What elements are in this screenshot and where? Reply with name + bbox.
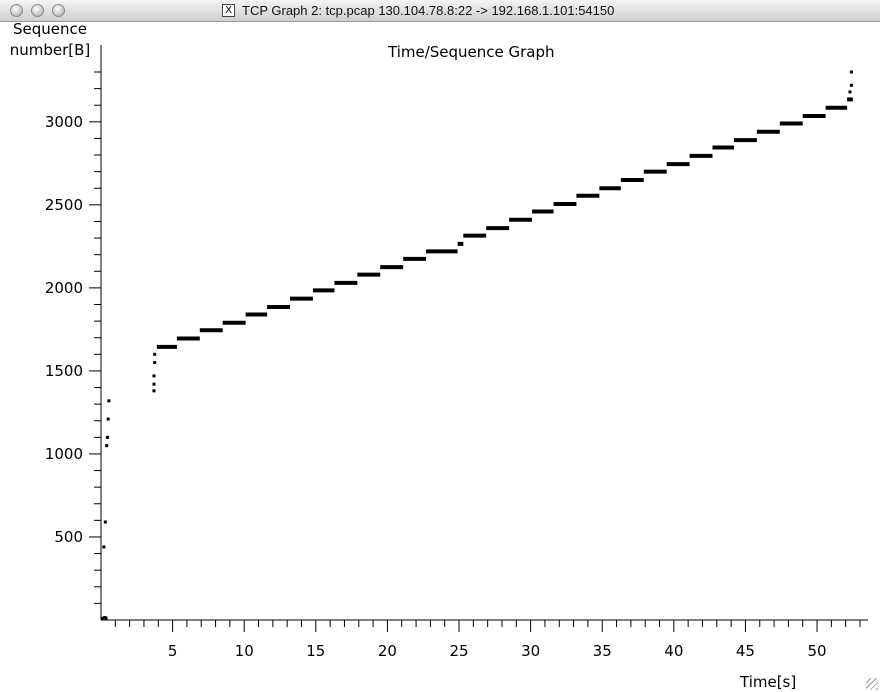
packet-point	[152, 374, 156, 378]
x-tick-label: 40	[664, 642, 683, 660]
packet-point	[152, 382, 156, 386]
zoom-window-button[interactable]	[52, 4, 65, 17]
resize-grip[interactable]	[866, 678, 878, 690]
window-title: TCP Graph 2: tcp.pcap 130.104.78.8:22 ->…	[242, 3, 615, 18]
packet-point	[104, 616, 108, 620]
y-tick-label: 1500	[45, 362, 83, 380]
x-tick-label: 35	[593, 642, 612, 660]
y-axis-label: Sequence number[B]	[8, 19, 92, 61]
packet-point	[107, 399, 111, 403]
x-tick-label: 10	[235, 642, 254, 660]
packet-point	[106, 417, 110, 421]
x-tick-label: 5	[168, 642, 178, 660]
packet-point	[105, 444, 109, 448]
window-titlebar[interactable]: X TCP Graph 2: tcp.pcap 130.104.78.8:22 …	[0, 0, 880, 22]
y-axis-label-line2: number[B]	[9, 41, 91, 59]
packet-point	[153, 352, 157, 356]
packet-point	[100, 616, 104, 620]
packet-point	[102, 545, 106, 549]
y-tick-label: 2000	[45, 279, 83, 297]
packet-point	[849, 83, 853, 87]
packet-point	[848, 90, 852, 94]
x-axis-label: Time[s]	[740, 673, 797, 691]
y-tick-label: 2500	[45, 196, 83, 214]
close-window-button[interactable]	[10, 4, 23, 17]
packet-point	[152, 389, 156, 393]
packet-point	[849, 70, 853, 74]
x-tick-label: 45	[736, 642, 755, 660]
x-tick-label: 25	[449, 642, 468, 660]
minimize-window-button[interactable]	[31, 4, 44, 17]
x-tick-label: 30	[521, 642, 540, 660]
y-tick-label: 3000	[45, 113, 83, 131]
chart-title: Time/Sequence Graph	[388, 43, 555, 61]
packet-point	[103, 520, 107, 524]
x11-icon: X	[222, 4, 235, 17]
x-tick-label: 20	[378, 642, 397, 660]
packet-point	[153, 361, 157, 365]
x-tick-label: 15	[306, 642, 325, 660]
x-tick-label: 50	[807, 642, 826, 660]
y-tick-label: 500	[54, 528, 83, 546]
y-tick-label: 1000	[45, 445, 83, 463]
y-axis-label-line1: Sequence	[13, 20, 87, 38]
packet-point	[105, 435, 109, 439]
